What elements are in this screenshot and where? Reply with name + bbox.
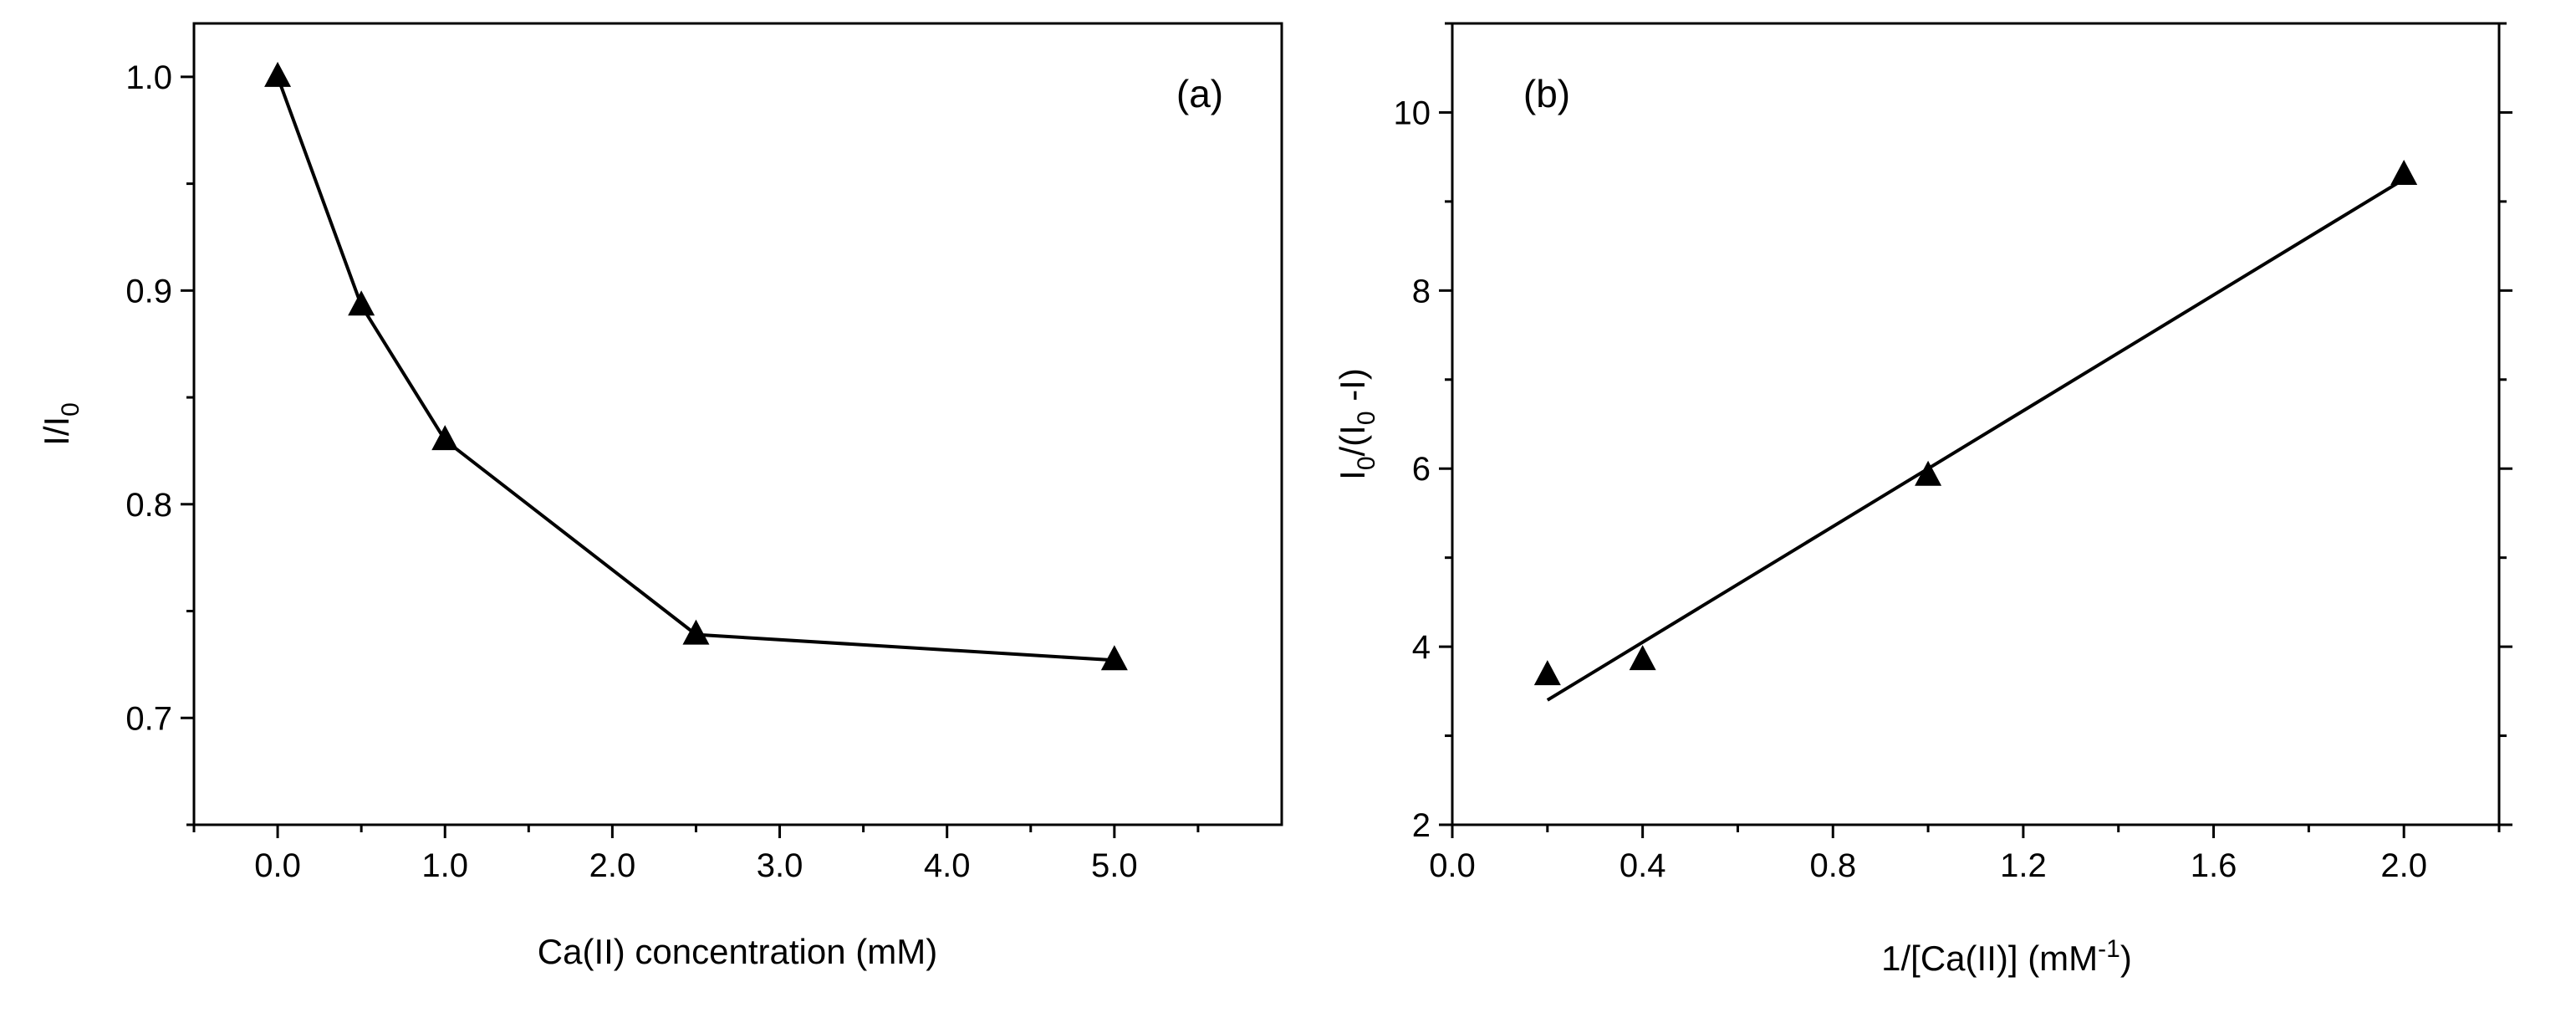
x-tick-label-a: 0.0: [254, 847, 301, 884]
panel-label-b: (b): [1523, 72, 1570, 115]
x-tick-label-a: 2.0: [589, 847, 636, 884]
data-point-b: [1533, 660, 1561, 686]
x-tick-label-b: 1.6: [2191, 847, 2237, 884]
tick-labels-a: 0.0 1.0 2.0 3.0 4.0 5.0 0.7 0.8 0.9 1.0: [125, 59, 1137, 884]
data-point-b: [1629, 645, 1656, 671]
x-tick-label-b: 0.4: [1620, 847, 1666, 884]
x-tick-label-b: 0.0: [1429, 847, 1476, 884]
axis-ticks-a: [181, 75, 1200, 838]
y-axis-title-a-main: I/I: [37, 417, 76, 446]
y-tick-label-b: 4: [1412, 629, 1431, 666]
x-tick-label-a: 1.0: [421, 847, 468, 884]
data-point-a: [431, 425, 459, 451]
x-axis-title-b-main: 1/[Ca(II)] (mM: [1881, 939, 2098, 978]
data-point-b: [1915, 460, 1942, 486]
y-tick-label-a: 0.8: [125, 487, 172, 524]
y-axis-title-a-sub: 0: [57, 402, 84, 417]
x-axis-title-b-end: ): [2120, 939, 2132, 978]
x-tick-label-b: 2.0: [2380, 847, 2427, 884]
axis-ticks-b: [1439, 22, 2512, 838]
y-tick-label-a: 1.0: [125, 59, 172, 96]
plot-frame-b: [1451, 22, 2501, 826]
x-tick-label-b: 1.2: [2000, 847, 2047, 884]
y-tick-label-b: 6: [1412, 451, 1431, 488]
panel-label-a: (a): [1176, 72, 1223, 115]
y-axis-title-b-p1: 0: [1353, 456, 1380, 470]
x-tick-label-b: 0.8: [1809, 847, 1856, 884]
chart-panel-a: 0.0 1.0 2.0 3.0 4.0 5.0 0.7 0.8 0.9 1.0 (a) Ca(II…: [37, 22, 1283, 971]
series-line-a: [276, 76, 1115, 662]
x-tick-label-a: 3.0: [757, 847, 803, 884]
x-tick-label-a: 5.0: [1091, 847, 1138, 884]
chart-panel-b: 0.0 0.4 0.8 1.2 1.6 2.0 2 4 6 8 10 (b) 1/[Ca(II)] …: [1333, 22, 2512, 978]
y-axis-title-b-p3: 0: [1353, 411, 1380, 425]
y-tick-label-a: 0.7: [125, 700, 172, 737]
y-axis-title-b: I0/(I0 -I): [1333, 368, 1380, 480]
x-tick-label-a: 4.0: [924, 847, 971, 884]
data-markers-b: [1533, 159, 2418, 686]
data-point-a: [348, 290, 375, 316]
data-point-a: [682, 619, 710, 645]
data-point-a: [264, 61, 292, 87]
y-tick-label-a: 0.9: [125, 273, 172, 309]
y-tick-label-b: 10: [1394, 95, 1431, 131]
fit-line-b: [1546, 177, 2405, 702]
x-axis-title-b: 1/[Ca(II)] (mM-1): [1881, 935, 2132, 978]
x-axis-title-a: Ca(II) concentration (mM): [538, 932, 937, 971]
data-point-b: [2390, 159, 2418, 185]
plot-frame-a: [192, 22, 1283, 826]
y-axis-title-a: I/I0: [37, 402, 84, 446]
data-point-a: [1100, 645, 1128, 671]
tick-labels-b: 0.0 0.4 0.8 1.2 1.6 2.0 2 4 6 8 10: [1394, 95, 2427, 884]
y-axis-title-b-p4: -I): [1333, 368, 1372, 411]
x-axis-title-b-sup: -1: [2098, 935, 2120, 963]
y-axis-title-b-p0: I: [1333, 470, 1372, 480]
data-markers-a: [264, 61, 1128, 671]
y-axis-title-b-p2: /(I: [1333, 425, 1372, 456]
y-tick-label-b: 2: [1412, 807, 1431, 844]
y-tick-label-b: 8: [1412, 273, 1431, 309]
